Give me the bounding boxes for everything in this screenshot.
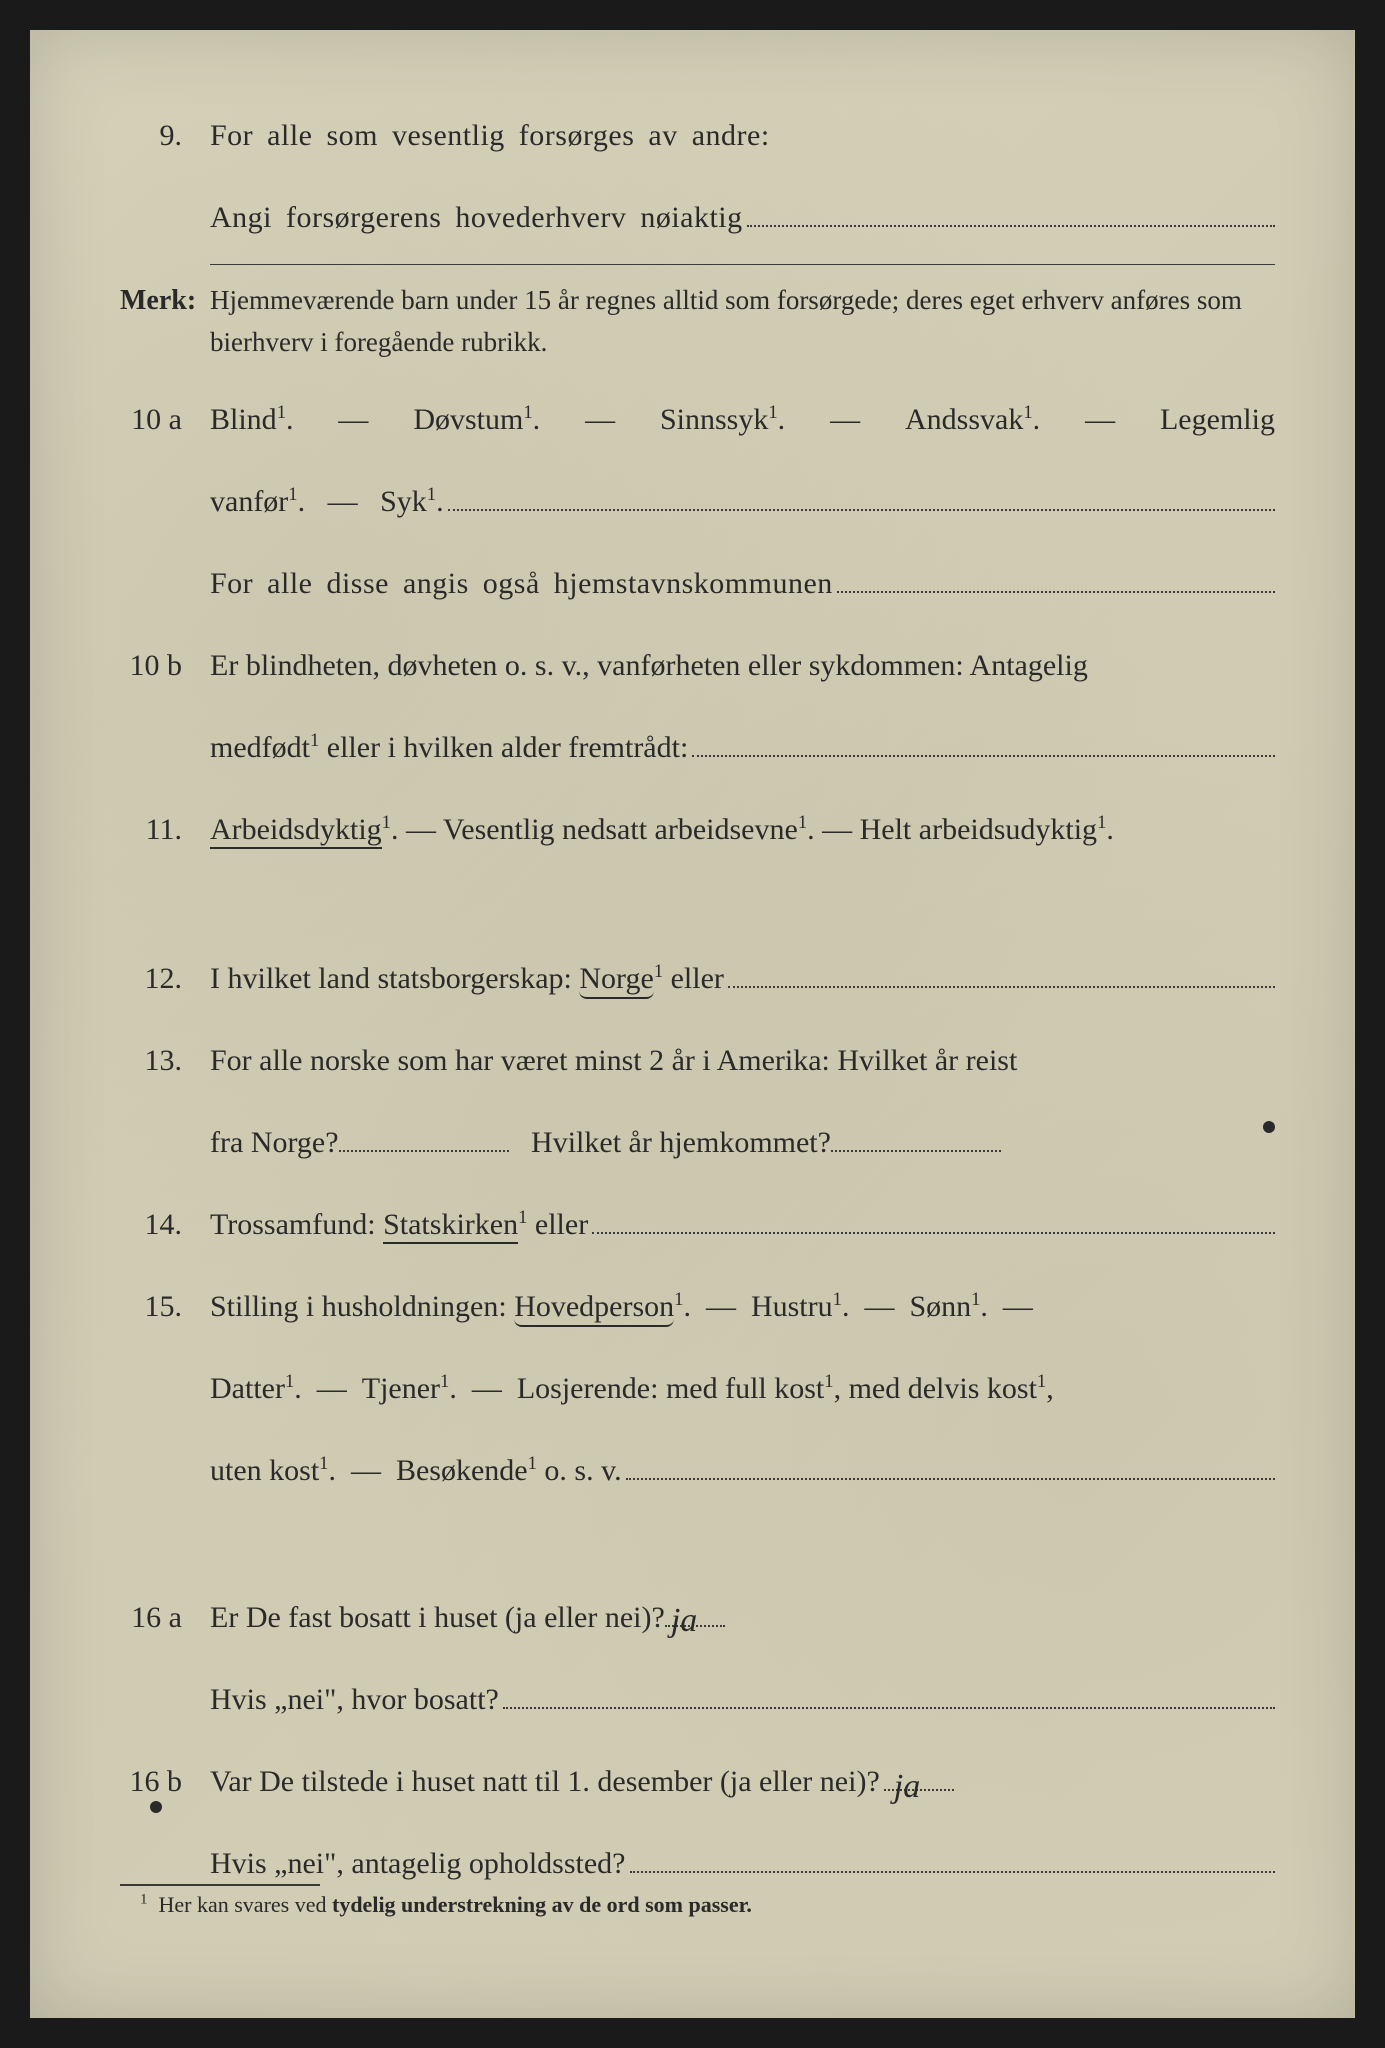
q16b-row1: 16 b Var De tilstede i huset natt til 1.… bbox=[120, 1746, 1275, 1818]
q10b-medfodt: medfødt bbox=[210, 731, 310, 764]
q10a-row1: 10 a Blind1. — Døvstum1. — Sinnssyk1. — … bbox=[120, 384, 1275, 456]
q11-number: 11. bbox=[120, 794, 210, 866]
q15-hovedperson: Hovedperson bbox=[514, 1290, 674, 1327]
dotted-fill bbox=[339, 1123, 509, 1152]
merk-label: Merk: bbox=[120, 279, 210, 322]
q16a-row1: 16 a Er De fast bosatt i huset (ja eller… bbox=[120, 1582, 1275, 1654]
q10b-row2: medfødt1 eller i hvilken alder fremtrådt… bbox=[120, 712, 1275, 784]
q15-datter: Datter bbox=[210, 1372, 285, 1405]
dotted-fill bbox=[837, 565, 1275, 593]
q12-norge: Norge bbox=[579, 962, 653, 999]
q10a-syk: Syk bbox=[380, 485, 427, 518]
q9-text1: For alle som vesentlig forsørges av andr… bbox=[210, 100, 1275, 172]
q13-text1: For alle norske som har været minst 2 år… bbox=[210, 1025, 1275, 1097]
q15-sonn: Sønn bbox=[909, 1290, 971, 1323]
q15-delvis: , med delvis kost bbox=[834, 1372, 1037, 1405]
ink-dot-bottom bbox=[150, 1800, 162, 1818]
q12-prefix: I hvilket land statsborgerskap: bbox=[210, 962, 579, 995]
q10b-number: 10 b bbox=[120, 630, 210, 702]
document-page: 9. For alle som vesentlig forsørges av a… bbox=[30, 30, 1355, 2018]
q13-number: 13. bbox=[120, 1025, 210, 1097]
q16a-answer: ja bbox=[667, 1580, 701, 1662]
q15-prefix: Stilling i husholdningen: bbox=[210, 1290, 514, 1323]
q11-row: 11. Arbeidsdyktig1. — Vesentlig nedsatt … bbox=[120, 794, 1275, 866]
q13-row1: 13. For alle norske som har været minst … bbox=[120, 1025, 1275, 1097]
q10a-vanfor: vanfør bbox=[210, 485, 288, 518]
q14-suffix: eller bbox=[527, 1208, 588, 1241]
q16a-prefix: Er De fast bosatt i huset (ja eller nei)… bbox=[210, 1601, 665, 1634]
q10a-row3: For alle disse angis også hjemstavnskomm… bbox=[120, 548, 1275, 620]
ink-dot bbox=[1263, 1121, 1275, 1133]
dotted-fill bbox=[503, 1682, 1275, 1710]
q12-number: 12. bbox=[120, 943, 210, 1015]
q10a-opt4: Andssvak bbox=[905, 403, 1023, 436]
q15-number: 15. bbox=[120, 1271, 210, 1343]
dotted-fill bbox=[626, 1453, 1275, 1481]
q10a-line3: For alle disse angis også hjemstavnskomm… bbox=[210, 548, 833, 620]
q16a-number: 16 a bbox=[120, 1582, 210, 1654]
footnote-rule bbox=[120, 1884, 320, 1886]
footnote-block: 1 Her kan svares ved tydelig understrekn… bbox=[120, 1884, 1275, 1918]
q14-statskirken: Statskirken bbox=[383, 1208, 518, 1244]
q10a-opt5: Legemlig bbox=[1160, 384, 1275, 456]
q10a-row2: vanfør1. — Syk1. bbox=[120, 466, 1275, 538]
q15-tjener: Tjener bbox=[362, 1372, 440, 1405]
q12-row: 12. I hvilket land statsborgerskap: Norg… bbox=[120, 943, 1275, 1015]
q11-mid: — Vesentlig nedsatt arbeidsevne bbox=[398, 813, 797, 846]
q16a-hvis: Hvis „nei", hvor bosatt? bbox=[210, 1664, 499, 1736]
q10a-opt3: Sinnssyk bbox=[660, 403, 768, 436]
q14-row: 14. Trossamfund: Statskirken1 eller bbox=[120, 1189, 1275, 1261]
q15-uten: uten kost bbox=[210, 1454, 319, 1487]
q12-suffix: eller bbox=[663, 962, 724, 995]
dotted-fill bbox=[448, 483, 1275, 511]
q9-row1: 9. For alle som vesentlig forsørges av a… bbox=[120, 100, 1275, 172]
dotted-fill bbox=[630, 1846, 1276, 1874]
q9-row2: Angi forsørgerens hovederhverv nøiaktig bbox=[120, 182, 1275, 254]
q13-hjem: Hvilket år hjemkommet? bbox=[524, 1126, 831, 1159]
q15-osv: o. s. v. bbox=[537, 1454, 622, 1487]
dotted-fill bbox=[592, 1207, 1275, 1235]
dotted-fill bbox=[831, 1123, 1001, 1152]
q10a-opt1: Blind bbox=[210, 403, 277, 436]
q13-fra: fra Norge? bbox=[210, 1126, 339, 1159]
rule bbox=[210, 264, 1275, 265]
q16b-prefix: Var De tilstede i huset natt til 1. dese… bbox=[210, 1746, 880, 1818]
q11-opt1: Arbeidsdyktig bbox=[210, 813, 382, 849]
q16a-row2: Hvis „nei", hvor bosatt? bbox=[120, 1664, 1275, 1736]
q10a-number: 10 a bbox=[120, 384, 210, 456]
merk-text: Hjemmeværende barn under 15 år regnes al… bbox=[210, 280, 1275, 364]
q9-text2: Angi forsørgerens hovederhverv nøiaktig bbox=[210, 182, 743, 254]
q9-number: 9. bbox=[120, 100, 210, 172]
q10b-row1: 10 b Er blindheten, døvheten o. s. v., v… bbox=[120, 630, 1275, 702]
q15-row1: 15. Stilling i husholdningen: Hovedperso… bbox=[120, 1271, 1275, 1343]
dotted-fill bbox=[692, 729, 1275, 757]
q10b-text1: Er blindheten, døvheten o. s. v., vanfør… bbox=[210, 630, 1275, 702]
dotted-fill bbox=[728, 961, 1275, 989]
q14-number: 14. bbox=[120, 1189, 210, 1261]
q15-row3: uten kost1. — Besøkende1 o. s. v. bbox=[120, 1435, 1275, 1507]
dotted-fill bbox=[747, 200, 1275, 228]
q16b-number: 16 b bbox=[120, 1746, 210, 1818]
q14-prefix: Trossamfund: bbox=[210, 1208, 383, 1241]
q10a-opt2: Døvstum bbox=[413, 403, 523, 436]
q15-losjerende: Losjerende: med full kost bbox=[517, 1372, 824, 1405]
q15-besokende: Besøkende bbox=[396, 1454, 528, 1487]
q10b-line2b: eller i hvilken alder fremtrådt: bbox=[319, 731, 688, 764]
merk-row: Merk: Hjemmeværende barn under 15 år reg… bbox=[120, 279, 1275, 364]
q15-row2: Datter1. — Tjener1. — Losjerende: med fu… bbox=[120, 1353, 1275, 1425]
q16b-answer: ja bbox=[890, 1746, 924, 1828]
q15-hustru: Hustru bbox=[751, 1290, 833, 1323]
footnote-marker: 1 bbox=[140, 1892, 148, 1908]
q11-end: — Helt arbeidsudyktig bbox=[815, 813, 1097, 846]
q13-row2: fra Norge? Hvilket år hjemkommet? bbox=[120, 1107, 1275, 1179]
